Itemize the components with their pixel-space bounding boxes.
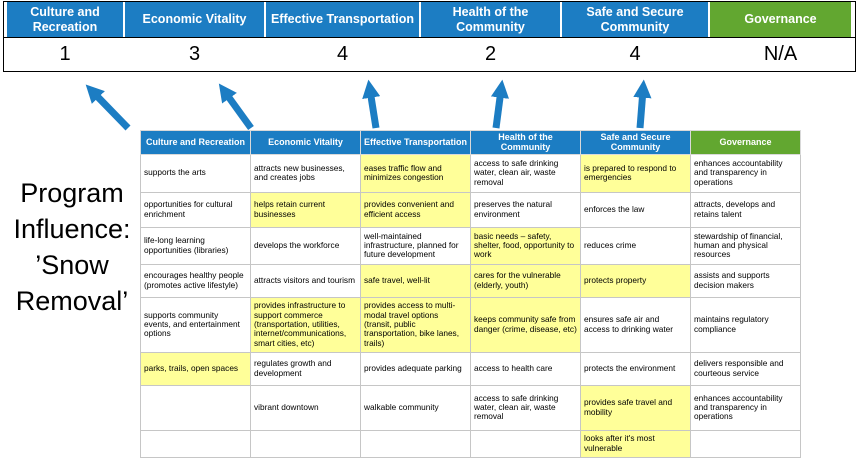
score-economic-vitality: 3 xyxy=(188,42,201,65)
matrix-cell xyxy=(140,429,251,458)
matrix-cell: parks, trails, open spaces xyxy=(140,351,251,386)
matrix-row: supports the arts attracts new businesses… xyxy=(140,153,801,193)
matrix-cell: looks after it's most vulnerable xyxy=(580,429,691,458)
matrix-header-economic-vitality: Economic Vitality xyxy=(250,130,361,155)
program-label-line-3: ’Snow xyxy=(35,249,109,280)
matrix-cell: provides infrastructure to support comme… xyxy=(250,296,361,353)
matrix-header-safe-secure-community: Safe and Secure Community xyxy=(580,130,691,155)
matrix-cell: provides adequate parking xyxy=(360,351,471,386)
matrix-header-effective-transportation: Effective Transportation xyxy=(360,130,471,155)
matrix-cell: is prepared to respond to emergencies xyxy=(580,153,691,193)
matrix-cell: regulates growth and development xyxy=(250,351,361,386)
up-arrow-icon-economic xyxy=(218,83,254,131)
matrix-cell: delivers responsible and courteous servi… xyxy=(690,351,801,386)
matrix-cell: safe travel, well-lit xyxy=(360,263,471,298)
priority-header-safe-secure-community: Safe and Secure Community xyxy=(562,2,708,37)
matrix-cell: attracts new businesses, and creates job… xyxy=(250,153,361,193)
matrix-cell xyxy=(690,429,801,458)
matrix-cell: ensures safe air and access to drinking … xyxy=(580,296,691,353)
matrix-cell: access to health care xyxy=(470,351,581,386)
matrix-cell: enforces the law xyxy=(580,191,691,228)
matrix-row: parks, trails, open spaces regulates grow… xyxy=(140,351,801,386)
priority-header-governance: Governance xyxy=(710,2,851,37)
matrix-header-row: Culture and Recreation Economic Vitality… xyxy=(140,130,801,155)
matrix-cell: enhances accountability and transparency… xyxy=(690,153,801,193)
matrix-cell xyxy=(250,429,361,458)
score-effective-transportation: 4 xyxy=(336,42,349,65)
matrix-cell: vibrant downtown xyxy=(250,384,361,431)
up-arrow-icon-culture xyxy=(85,84,131,131)
score-culture-recreation: 1 xyxy=(59,42,71,65)
matrix-header-governance: Governance xyxy=(690,130,801,155)
matrix-cell: enhances accountability and transparency… xyxy=(690,384,801,431)
matrix-cell: supports community events, and entertain… xyxy=(140,296,251,353)
matrix-row: vibrant downtown walkable community access… xyxy=(140,384,801,431)
matrix-row: opportunities for cultural enrichment hel… xyxy=(140,191,801,228)
program-label-line-2: Influence: xyxy=(13,213,131,244)
up-arrow-icon-safe xyxy=(633,79,652,129)
matrix-cell: maintains regulatory compliance xyxy=(690,296,801,353)
matrix-cell: well-maintained infrastructure, planned … xyxy=(360,226,471,265)
program-influence-label: Program Influence: ’Snow Removal’ xyxy=(2,176,142,320)
priority-headers-row: Culture and Recreation Economic Vitality… xyxy=(4,2,855,37)
matrix-cell: reduces crime xyxy=(580,226,691,265)
matrix-row: life-long learning opportunities (librar… xyxy=(140,226,801,265)
matrix-cell xyxy=(470,429,581,458)
up-arrow-icon-health xyxy=(490,79,510,129)
matrix-cell: opportunities for cultural enrichment xyxy=(140,191,251,228)
priority-header-culture-recreation: Culture and Recreation xyxy=(7,2,123,37)
matrix-header-health-community: Health of the Community xyxy=(470,130,581,155)
matrix-cell: supports the arts xyxy=(140,153,251,193)
priority-header-economic-vitality: Economic Vitality xyxy=(125,2,264,37)
matrix-cell: preserves the natural environment xyxy=(470,191,581,228)
matrix-cell: life-long learning opportunities (librar… xyxy=(140,226,251,265)
score-governance: N/A xyxy=(763,42,798,65)
program-label-line-1: Program xyxy=(20,178,124,208)
influence-arrows xyxy=(85,79,652,131)
matrix-cell: provides access to multi-modal travel op… xyxy=(360,296,471,353)
matrix-row: supports community events, and entertain… xyxy=(140,296,801,353)
matrix-cell: attracts visitors and tourism xyxy=(250,263,361,298)
matrix-cell: encourages healthy people (promotes acti… xyxy=(140,263,251,298)
score-band: Culture and Recreation Economic Vitality… xyxy=(3,1,856,72)
matrix-row: encourages healthy people (promotes acti… xyxy=(140,263,801,298)
up-arrow-icon-transportation xyxy=(362,79,381,129)
score-safe-secure-community: 4 xyxy=(629,42,641,65)
matrix-cell: basic needs – safety, shelter, food, opp… xyxy=(470,226,581,265)
matrix-cell: attracts, develops and retains talent xyxy=(690,191,801,228)
matrix-cell xyxy=(360,429,471,458)
matrix-cell: walkable community xyxy=(360,384,471,431)
matrix-cell: provides safe travel and mobility xyxy=(580,384,691,431)
priority-header-health-community: Health of the Community xyxy=(421,2,560,37)
matrix-cell: eases traffic flow and minimizes congest… xyxy=(360,153,471,193)
matrix-cell: protects property xyxy=(580,263,691,298)
score-health-community: 2 xyxy=(484,42,497,65)
influence-matrix: Culture and Recreation Economic Vitality… xyxy=(140,130,801,458)
program-label-line-4: Removal’ xyxy=(15,285,129,316)
matrix-row: looks after it's most vulnerable xyxy=(140,429,801,458)
matrix-body: supports the arts attracts new businesses… xyxy=(140,153,801,458)
priority-header-effective-transportation: Effective Transportation xyxy=(266,2,419,37)
matrix-cell: assists and supports decision makers xyxy=(690,263,801,298)
matrix-cell xyxy=(140,384,251,431)
matrix-cell: cares for the vulnerable (elderly, youth… xyxy=(470,263,581,298)
matrix-cell: develops the workforce xyxy=(250,226,361,265)
matrix-cell: access to safe drinking water, clean air… xyxy=(470,384,581,431)
scores-row: 1 3 4 2 4 N/A xyxy=(4,37,855,70)
matrix-cell: helps retain current businesses xyxy=(250,191,361,228)
matrix-cell: keeps community safe from danger (crime,… xyxy=(470,296,581,353)
matrix-cell: provides convenient and efficient access xyxy=(360,191,471,228)
matrix-cell: access to safe drinking water, clean air… xyxy=(470,153,581,193)
matrix-header-culture-recreation: Culture and Recreation xyxy=(140,130,251,155)
matrix-cell: stewardship of financial, human and phys… xyxy=(690,226,801,265)
matrix-cell: protects the environment xyxy=(580,351,691,386)
